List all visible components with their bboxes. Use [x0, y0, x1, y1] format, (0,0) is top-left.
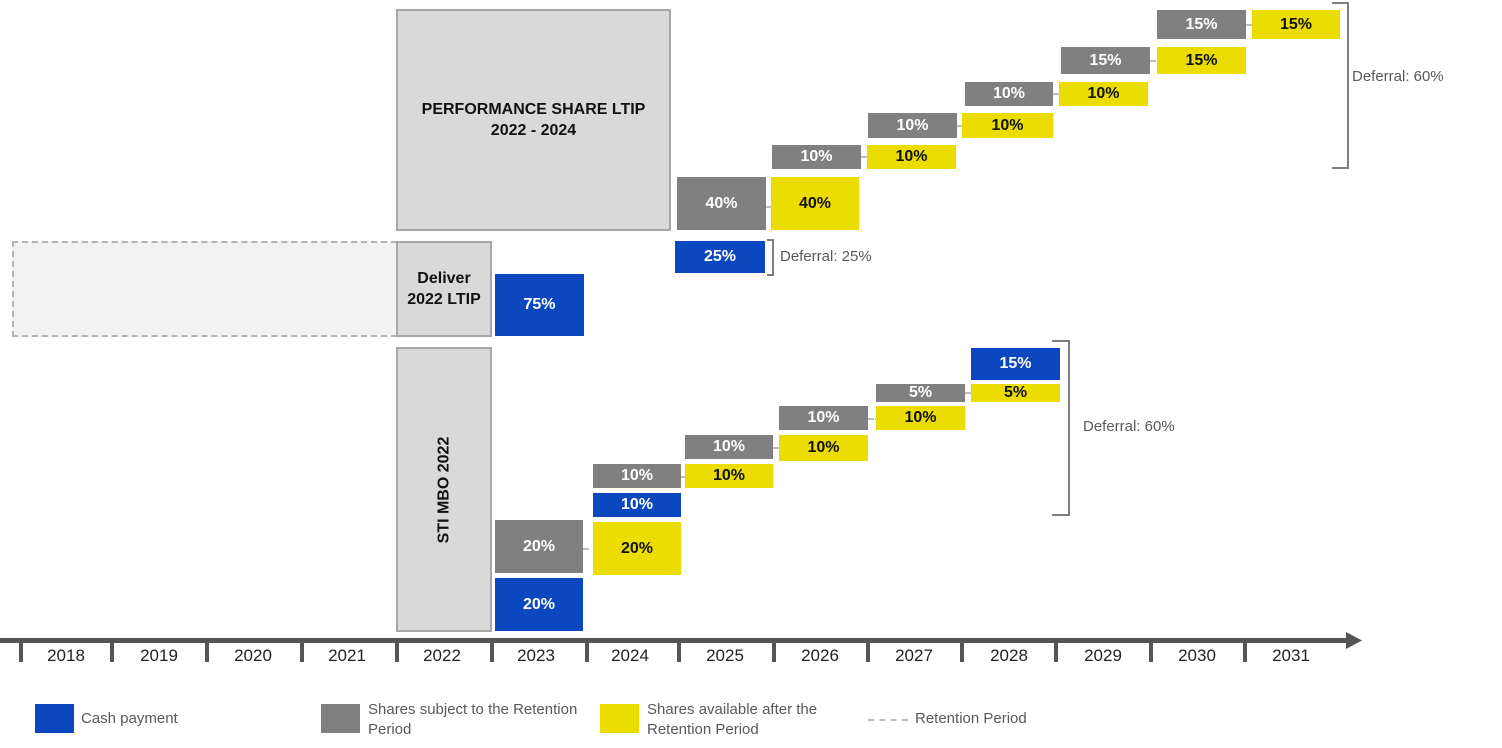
ltip-shares-deferral-bracket [1332, 2, 1349, 169]
year-label-2031: 2031 [1272, 646, 1310, 665]
year-label-2028: 2028 [990, 646, 1028, 665]
sti-available-2028: 5% [971, 384, 1060, 402]
ltip-available-2026: 10% [867, 145, 956, 169]
legend-period-label: Retention Period [915, 710, 1027, 727]
legend-cash-label: Cash payment [81, 710, 178, 727]
legend-cash-swatch [35, 704, 74, 733]
year-tick [585, 643, 589, 662]
performance-share-ltip-box: PERFORMANCE SHARE LTIP 2022 - 2024 [396, 9, 671, 231]
year-label-2030: 2030 [1178, 646, 1216, 665]
sti-deferral-label: Deferral: 60% [1083, 418, 1175, 435]
ltip-retention-2026: 10% [772, 145, 861, 169]
deliver-ltip-line2: 2022 LTIP [407, 291, 481, 308]
sti-retention-2023: 20% [495, 520, 583, 573]
sti-mbo-label: STI MBO 2022 [435, 436, 453, 543]
legend-retention-line1: Shares subject to the Retention [368, 701, 578, 718]
year-label-2024: 2024 [611, 646, 649, 665]
sti-available-2027: 10% [876, 406, 965, 430]
year-label-2026: 2026 [801, 646, 839, 665]
ltip-retention-2030: 15% [1157, 10, 1246, 39]
year-label-2019: 2019 [140, 646, 178, 665]
sti-retention-2024: 10% [593, 464, 681, 488]
sti-retention-2027: 5% [876, 384, 965, 402]
sti-available-2024: 20% [593, 522, 681, 575]
year-tick [19, 643, 23, 662]
year-tick [1243, 643, 1247, 662]
year-tick [110, 643, 114, 662]
year-label-2018: 2018 [47, 646, 85, 665]
legend-available-line2: Retention Period [647, 721, 759, 738]
sti-deferral-bracket [1052, 340, 1070, 516]
ltip-available-2027: 10% [962, 113, 1053, 138]
ltip-cash-deferral-bracket [767, 239, 774, 276]
sti-cash-2024: 10% [593, 493, 681, 517]
year-tick [1149, 643, 1153, 662]
sti-mbo-box: STI MBO 2022 [396, 347, 492, 632]
legend-retention-label: Shares subject to the Retention Period [368, 700, 577, 740]
previous-plan-placeholder [12, 241, 397, 337]
sti-available-2026: 10% [779, 435, 868, 461]
sti-cash-2023: 20% [495, 578, 583, 631]
sti-cash-2028: 15% [971, 348, 1060, 380]
ltip-retention-2025: 40% [677, 177, 766, 230]
year-tick [300, 643, 304, 662]
legend-available-label: Shares available after the Retention Per… [647, 700, 817, 740]
year-tick [960, 643, 964, 662]
year-label-2022: 2022 [423, 646, 461, 665]
timeline-axis [0, 638, 1348, 643]
year-tick [866, 643, 870, 662]
sti-available-2025: 10% [685, 464, 773, 488]
ltip-available-2029: 15% [1157, 47, 1246, 74]
year-label-2029: 2029 [1084, 646, 1122, 665]
ltip-cash-2023: 75% [495, 274, 584, 336]
sti-retention-2026: 10% [779, 406, 868, 430]
sti-retention-2025: 10% [685, 435, 773, 459]
ltip-retention-2028: 10% [965, 82, 1053, 106]
year-tick [490, 643, 494, 662]
timeline-arrowhead [1346, 632, 1362, 649]
year-label-2021: 2021 [328, 646, 366, 665]
legend-available-line1: Shares available after the [647, 701, 818, 718]
year-tick [395, 643, 399, 662]
deliver-ltip-line1: Deliver [417, 270, 471, 287]
ltip-retention-2027: 10% [868, 113, 957, 138]
year-label-2027: 2027 [895, 646, 933, 665]
year-tick [205, 643, 209, 662]
ltip-available-2025: 40% [771, 177, 859, 230]
ltip-available-2028: 10% [1059, 82, 1148, 106]
ltip-title: PERFORMANCE SHARE LTIP [421, 101, 646, 118]
ltip-available-2030: 15% [1252, 10, 1340, 39]
legend-available-swatch [600, 704, 639, 733]
year-label-2023: 2023 [517, 646, 555, 665]
year-tick [677, 643, 681, 662]
year-tick [1054, 643, 1058, 662]
ltip-period: 2022 - 2024 [490, 122, 577, 139]
ltip-retention-2029: 15% [1061, 47, 1150, 74]
legend-retention-line2: Period [368, 721, 412, 738]
ltip-cash-2025: 25% [675, 241, 765, 273]
deliver-ltip-box: Deliver 2022 LTIP [396, 241, 492, 337]
ltip-shares-deferral-label: Deferral: 60% [1352, 68, 1444, 85]
year-label-2020: 2020 [234, 646, 272, 665]
year-tick [772, 643, 776, 662]
legend-period-dash [868, 719, 908, 721]
legend-retention-swatch [321, 704, 360, 733]
year-label-2025: 2025 [706, 646, 744, 665]
ltip-cash-deferral-label: Deferral: 25% [780, 248, 872, 265]
